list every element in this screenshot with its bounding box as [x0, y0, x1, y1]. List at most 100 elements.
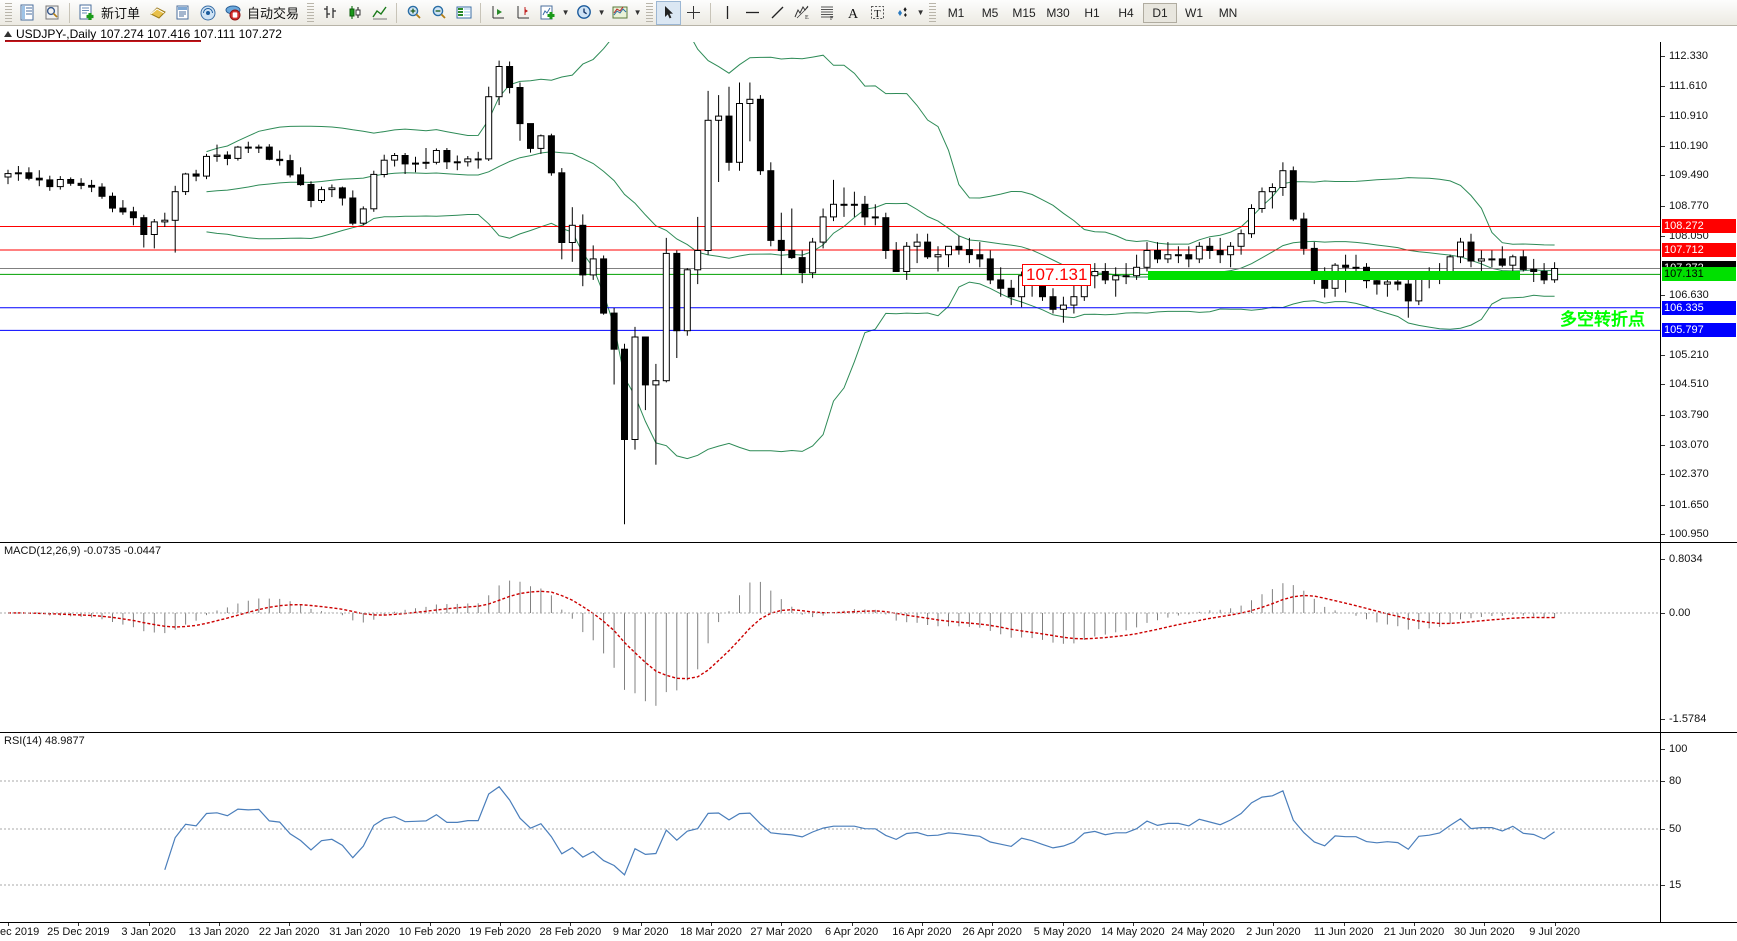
- macd-axis[interactable]: 0.8034 0.00 -1.5784: [1660, 543, 1737, 732]
- new-order-label[interactable]: 新订单: [101, 6, 141, 21]
- rsi-axis-label: 80: [1669, 775, 1682, 787]
- price-axis-tick: [1661, 384, 1665, 386]
- horizontal-line-icon[interactable]: [740, 1, 765, 25]
- price-axis[interactable]: 112.330 111.610 110.910 110.190 109.490 108.7…: [1660, 42, 1737, 542]
- market-watch-icon[interactable]: [145, 1, 170, 25]
- date-axis-label: 30 Jun 2020: [1454, 926, 1515, 938]
- price-level-tag[interactable]: 107.712: [1662, 242, 1736, 257]
- timeframe-m1[interactable]: M1: [947, 5, 965, 20]
- date-axis-label: 24 May 2020: [1171, 926, 1235, 938]
- rsi-axis[interactable]: 100 80 50 15: [1660, 733, 1737, 922]
- price-axis-label: 102.370: [1669, 468, 1709, 481]
- price-axis-label: 103.790: [1669, 408, 1709, 421]
- templates-chevron-down-icon[interactable]: ▼: [633, 8, 642, 17]
- support-zone-marker[interactable]: [1148, 271, 1520, 281]
- toolbar-separator-5: [710, 2, 712, 23]
- chart-ohlc-values: 107.274 107.416 107.111 107.272: [100, 27, 282, 41]
- timeframe-m5[interactable]: M5: [981, 5, 999, 20]
- timeframe-h1[interactable]: H1: [1084, 5, 1100, 20]
- date-axis-label: 21 Jun 2020: [1383, 926, 1445, 938]
- new-order-icon[interactable]: [74, 1, 99, 25]
- timeframe-d1[interactable]: D1: [1143, 2, 1178, 23]
- elliott-wave-icon[interactable]: E: [790, 1, 815, 25]
- trendline-icon[interactable]: [765, 1, 790, 25]
- fibonacci-icon[interactable]: F: [815, 1, 840, 25]
- vertical-line-icon[interactable]: [715, 1, 740, 25]
- price-axis-tick: [1661, 56, 1665, 57]
- document-icon[interactable]: [15, 1, 40, 25]
- svg-text:F: F: [830, 16, 834, 21]
- timeframe-w1[interactable]: W1: [1185, 5, 1204, 20]
- toolbar-grip-3[interactable]: [646, 2, 654, 23]
- macd-series: [0, 580, 1660, 706]
- signals-icon[interactable]: [195, 1, 220, 25]
- price-level-tag[interactable]: 108.272: [1662, 219, 1736, 234]
- period-chevron-down-icon[interactable]: ▼: [597, 8, 606, 17]
- autotrading-icon[interactable]: [220, 1, 245, 25]
- price-level-tag[interactable]: 107.131: [1662, 267, 1736, 282]
- indicators-icon[interactable]: [535, 1, 560, 25]
- macd-axis-tick: [1661, 559, 1665, 560]
- rsi-label: RSI(14) 48.9877: [4, 735, 85, 747]
- date-axis-tick: [711, 923, 712, 926]
- crosshair-icon[interactable]: [681, 1, 706, 25]
- macd-axis-tick: [1661, 612, 1665, 614]
- date-axis-label: 18 Mar 2020: [680, 926, 742, 938]
- price-plot-area[interactable]: 107.131: [0, 42, 1660, 542]
- date-axis-tick: [148, 923, 150, 926]
- macd-label: MACD(12,26,9) -0.0735 -0.0447: [4, 545, 162, 557]
- date-axis-label: 9 Jul 2020: [1529, 926, 1580, 938]
- text-label-icon[interactable]: T: [865, 1, 890, 25]
- cursor-icon[interactable]: [656, 0, 682, 25]
- toolbar-grip-2[interactable]: [307, 2, 315, 23]
- price-axis-label: 110.190: [1669, 139, 1708, 152]
- price-axis-tick: [1661, 295, 1665, 297]
- chart-symbol-line: USDJPY-,Daily 107.274 107.416 107.111 10…: [0, 26, 1737, 42]
- bar-chart-icon[interactable]: [317, 1, 342, 25]
- timeframe-h4[interactable]: H4: [1118, 5, 1134, 20]
- templates-icon[interactable]: [607, 1, 632, 25]
- price-chart-pane[interactable]: 107.131 多空转折点 112.330 111.610 110.910 110.1…: [0, 42, 1737, 542]
- date-axis-label: 27 Mar 2020: [750, 926, 813, 938]
- macd-indicator-pane[interactable]: MACD(12,26,9) -0.0735 -0.0447 0.8034 0.00…: [0, 542, 1737, 732]
- toolbar-grip-4[interactable]: [929, 2, 937, 23]
- price-level-tag[interactable]: 106.335: [1662, 300, 1736, 315]
- price-level-tag[interactable]: 105.797: [1662, 323, 1736, 338]
- date-axis-label: 26 Apr 2020: [962, 926, 1022, 938]
- date-axis-label: 9 Mar 2020: [612, 926, 669, 938]
- text-icon[interactable]: A: [840, 1, 865, 25]
- data-window-icon[interactable]: [40, 1, 65, 25]
- date-axis[interactable]: 16 Dec 2019 25 Dec 2019 3 Jan 2020 13 Jan 2…: [0, 922, 1737, 941]
- shapes-chevron-down-icon[interactable]: ▼: [916, 8, 925, 17]
- zoom-out-icon[interactable]: [426, 1, 451, 25]
- rsi-indicator-pane[interactable]: RSI(14) 48.9877 100 80 50 15: [0, 732, 1737, 922]
- auto-scroll-icon[interactable]: [485, 1, 510, 25]
- date-axis-tick: [570, 923, 572, 926]
- indicators-chevron-down-icon[interactable]: ▼: [561, 8, 570, 17]
- date-axis-tick: [500, 923, 502, 926]
- date-axis-label: 6 Apr 2020: [824, 926, 879, 938]
- period-clock-icon[interactable]: [571, 1, 596, 25]
- zoom-in-icon[interactable]: [401, 1, 426, 25]
- date-axis-tick: [921, 923, 923, 926]
- collapse-triangle-icon[interactable]: [4, 31, 12, 37]
- navigator-icon[interactable]: [170, 1, 195, 25]
- timeframe-m15[interactable]: M15: [1012, 5, 1036, 20]
- autotrading-label[interactable]: 自动交易: [247, 6, 300, 21]
- shapes-icon[interactable]: [890, 1, 915, 25]
- price-axis-tick: [1661, 175, 1665, 177]
- chart-shift-icon[interactable]: [510, 1, 535, 25]
- candlestick-chart-icon[interactable]: [342, 1, 367, 25]
- price-axis-tick: [1661, 355, 1665, 357]
- price-axis-label: 112.330: [1669, 50, 1708, 62]
- date-axis-label: 11 Jun 2020: [1313, 926, 1374, 938]
- price-axis-label: 103.070: [1669, 438, 1709, 451]
- timeframe-m30[interactable]: M30: [1046, 5, 1070, 20]
- timeframe-mn[interactable]: MN: [1218, 5, 1238, 20]
- rsi-plot-area[interactable]: [0, 733, 1660, 922]
- grid-icon[interactable]: [451, 1, 476, 25]
- toolbar-grip[interactable]: [5, 2, 12, 23]
- line-chart-icon[interactable]: [367, 1, 392, 25]
- macd-plot-area[interactable]: [0, 543, 1660, 732]
